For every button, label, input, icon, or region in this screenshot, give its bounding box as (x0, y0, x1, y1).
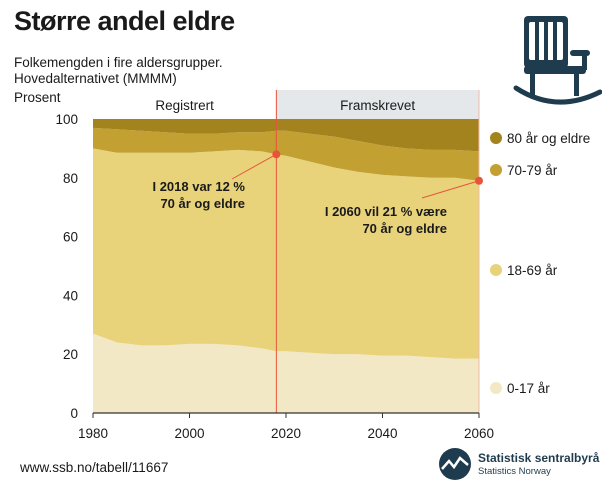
brand-name: Statistisk sentralbyrå (478, 451, 600, 465)
area-series-0 (93, 333, 479, 413)
legend-label-0: 80 år og eldre (507, 131, 590, 146)
legend-swatch-2 (490, 264, 502, 276)
period-label-0: Registrert (155, 98, 214, 113)
ssb-logo-icon (439, 448, 471, 480)
legend-label-1: 70-79 år (507, 163, 558, 178)
area-series (93, 119, 479, 413)
subtitle-line-1: Folkemengden i fire aldersgrupper. (14, 55, 223, 70)
annotation-text-2018-line2: 70 år og eldre (160, 196, 245, 211)
y-tick-label: 60 (63, 230, 78, 245)
brand-subtitle: Statistics Norway (478, 466, 551, 477)
x-tick-label: 2040 (367, 426, 397, 441)
legend: 80 år og eldre 70-79 år 18-69 år 0-17 år (490, 131, 590, 396)
y-tick-label: 100 (55, 112, 78, 127)
period-label-1: Framskrevet (340, 98, 415, 113)
x-tick-label: 1980 (78, 426, 108, 441)
period-bands: Registrert Framskrevet (93, 90, 479, 119)
legend-swatch-1 (490, 164, 502, 176)
x-tick-label: 2020 (271, 426, 301, 441)
annotation-text-2060-line2: 70 år og eldre (362, 221, 447, 236)
legend-label-3: 0-17 år (507, 381, 550, 396)
annotation-leader-2060 (421, 180, 480, 199)
annotations: I 2018 var 12 % 70 år og eldre I 2060 vil … (152, 150, 483, 236)
period-band-0 (93, 90, 277, 119)
chart-subtitle: Folkemengden i fire aldersgrupper. Hoved… (14, 55, 223, 87)
y-axis-unit: Prosent (14, 90, 61, 105)
annotation-text-2060-line1: I 2060 vil 21 % være (325, 204, 447, 219)
rocking-chair-icon (513, 16, 602, 105)
y-tick-label: 0 (70, 406, 78, 421)
area-series-2 (93, 127, 479, 181)
legend-swatch-3 (490, 382, 502, 394)
annotation-text-2018-line1: I 2018 var 12 % (152, 179, 245, 194)
period-band-1 (276, 90, 479, 119)
x-tick-label: 2000 (174, 426, 204, 441)
source-link[interactable]: www.ssb.no/tabell/11667 (20, 460, 169, 475)
area-series-1 (93, 148, 479, 359)
legend-label-2: 18-69 år (507, 263, 558, 278)
subtitle-line-2: Hovedalternativet (MMMM) (14, 71, 177, 86)
area-series-3 (93, 119, 479, 152)
y-tick-label: 20 (63, 347, 78, 362)
chart-title: Større andel eldre (14, 6, 235, 36)
annotation-leader-2018 (231, 153, 277, 180)
x-tick-label: 2060 (464, 426, 494, 441)
annotation-point-2018 (272, 150, 281, 159)
y-tick-label: 80 (63, 171, 78, 186)
annotation-point-2060 (475, 176, 483, 185)
legend-swatch-0 (490, 132, 502, 144)
y-tick-label: 40 (63, 288, 78, 303)
